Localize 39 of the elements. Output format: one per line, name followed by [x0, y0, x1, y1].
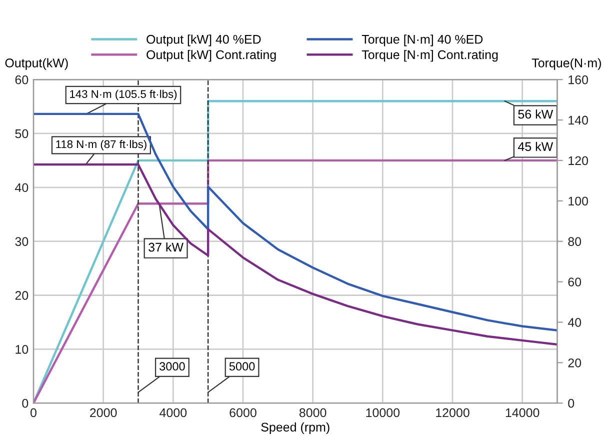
y2-tick-label: 60 [568, 278, 582, 286]
legend-label: Output [kW] Cont.rating [146, 50, 276, 62]
y2-tick-label: 0 [568, 398, 574, 408]
y-axis-title: Output(kW) [5, 58, 68, 70]
x-tick-label: 0 [30, 408, 36, 418]
annotation: 56 kW [518, 109, 554, 119]
line-series [33, 163, 558, 346]
y2-tick-label: 80 [568, 237, 582, 246]
y-tick-label: 60 [15, 75, 28, 84]
legend-label: Torque [N·m] Cont.rating [362, 50, 498, 62]
annotation: 45 kW [518, 142, 554, 152]
y-tick-label: 50 [15, 129, 28, 138]
x-axis-title: Speed (rpm) [261, 422, 330, 434]
y-tick-label: 40 [15, 183, 28, 192]
y2-tick-label: 100 [568, 196, 588, 206]
y-tick-label: 30 [15, 237, 28, 246]
y-tick-label: 10 [16, 344, 28, 354]
x-tick-label: 8000 [299, 408, 326, 418]
annotation: 118 N·m (87 ft·lbs) [56, 140, 146, 150]
legend-label: Torque [N·m] 40 %ED [362, 34, 483, 46]
y2-tick-label: 120 [568, 156, 588, 166]
annotation: 37 kW [148, 242, 184, 252]
x-tick-label: 4000 [160, 408, 187, 418]
legend-label: Output [kW] 40 %ED [146, 34, 261, 46]
ref-line-label: 5000 [229, 362, 255, 371]
y2-axis-title: Torque(N·m) [532, 58, 601, 70]
annotation: 143 N·m (105.5 ft·lbs) [70, 90, 177, 100]
y2-tick-label: 20 [568, 358, 582, 368]
x-tick-label: 10000 [366, 408, 400, 418]
x-tick-label: 6000 [230, 408, 256, 418]
y2-tick-label: 140 [568, 116, 588, 125]
x-tick-label: 2000 [90, 408, 117, 418]
x-tick-label: 12000 [436, 408, 470, 418]
ref-line-label: 3000 [160, 362, 185, 371]
y2-tick-label: 40 [568, 318, 582, 327]
y-tick-label: 20 [15, 291, 28, 300]
y-tick-label: 0 [22, 398, 28, 408]
y2-tick-label: 160 [568, 75, 588, 84]
x-tick-label: 14000 [506, 408, 540, 418]
